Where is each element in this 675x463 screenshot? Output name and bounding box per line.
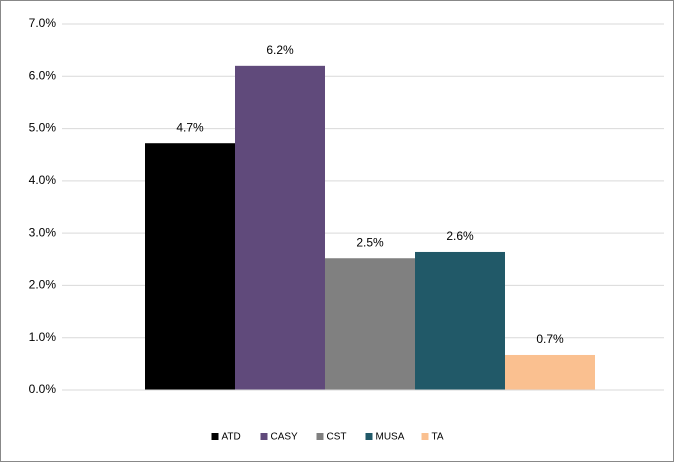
bar [505, 354, 595, 390]
legend-swatch [365, 433, 373, 440]
legend-label: TA [432, 432, 444, 443]
bar [415, 251, 505, 390]
y-tick-label: 2.0% [29, 278, 57, 292]
y-tick-label: 6.0% [29, 68, 57, 82]
data-label: 2.6% [446, 229, 474, 243]
legend-label: CASY [271, 432, 299, 443]
data-label: 6.2% [266, 43, 294, 57]
legend-label: ATD [222, 432, 241, 443]
data-label: 4.7% [176, 120, 204, 134]
legend-label: MUSA [376, 432, 405, 443]
y-tick-label: 0.0% [29, 382, 57, 396]
y-tick-label: 5.0% [29, 121, 57, 135]
legend-swatch [316, 433, 324, 440]
legend-swatch [260, 433, 268, 440]
legend-label: CST [327, 432, 347, 443]
y-tick-label: 7.0% [29, 16, 57, 30]
legend-swatch [211, 433, 219, 440]
legend-swatch [421, 433, 429, 440]
y-tick-label: 3.0% [29, 225, 57, 239]
data-label: 0.7% [536, 332, 564, 346]
bar [235, 65, 325, 390]
bar [325, 258, 415, 390]
legend: ATD CASY CST MUSA TA [211, 432, 444, 443]
y-tick-label: 1.0% [29, 330, 57, 344]
bar [145, 143, 235, 390]
data-label: 2.5% [356, 235, 384, 249]
y-tick-label: 4.0% [29, 173, 57, 187]
